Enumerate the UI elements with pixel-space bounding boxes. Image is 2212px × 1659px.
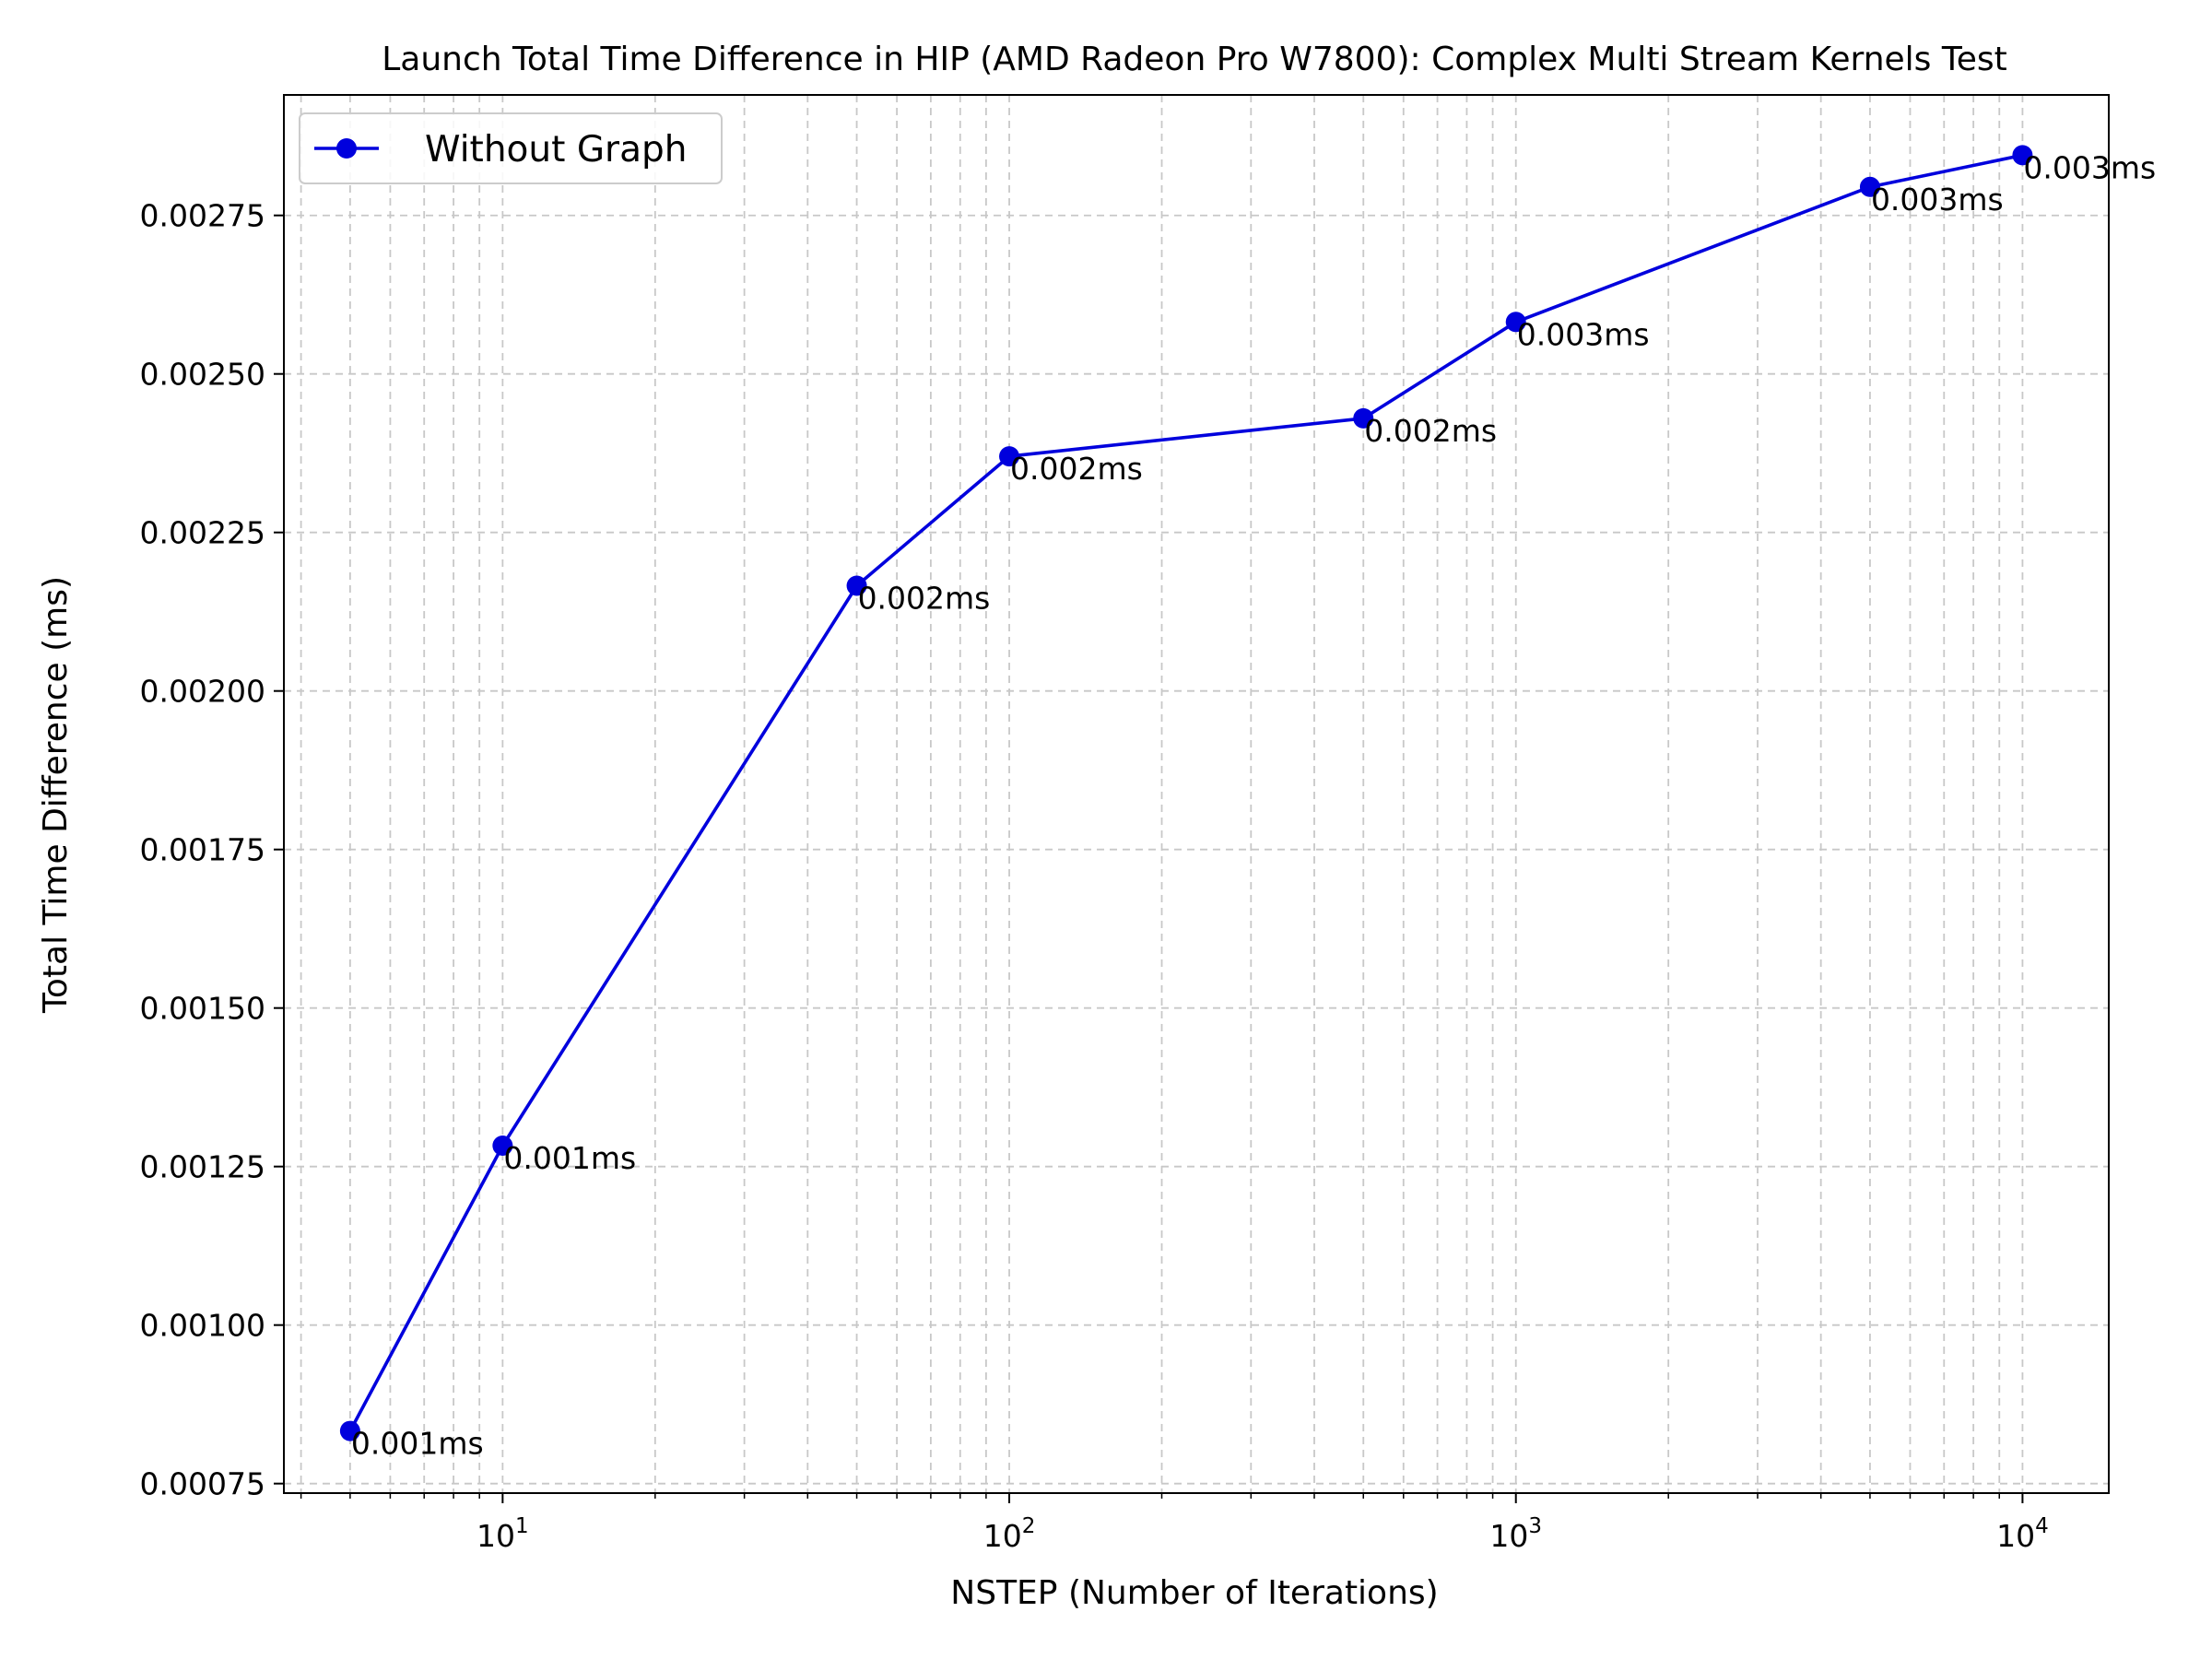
y-tick-label: 0.00225	[140, 515, 265, 551]
y-tick-label: 0.00200	[140, 674, 265, 710]
data-label: 0.002ms	[1364, 413, 1497, 449]
y-tick-label: 0.00175	[140, 832, 265, 868]
x-tick-label: 101	[477, 1514, 529, 1554]
data-point	[1505, 312, 1526, 333]
y-tick-label: 0.00100	[140, 1308, 265, 1344]
data-label: 0.002ms	[858, 580, 991, 616]
chart-title: Launch Total Time Difference in HIP (AMD…	[382, 41, 2007, 78]
data-point	[1353, 407, 1374, 429]
y-tick-label: 0.00075	[140, 1466, 265, 1502]
grid	[284, 95, 2109, 1493]
legend-marker	[336, 138, 357, 159]
y-axis-label: Total Time Difference (ms)	[37, 576, 75, 1014]
data-label: 0.001ms	[351, 1426, 484, 1462]
x-tick-label: 104	[1996, 1514, 2049, 1554]
series-line	[348, 153, 2023, 1432]
data-point	[846, 575, 867, 596]
data-label: 0.003ms	[1871, 182, 2004, 218]
data-point	[2012, 145, 2033, 166]
legend-box	[299, 112, 723, 184]
y-tick-label: 0.00150	[140, 991, 265, 1027]
y-tick-label: 0.00250	[140, 357, 265, 393]
axes: 0.00075 0.00100 0.00125 0.00150 0.00175 0.002…	[140, 94, 2110, 1554]
data-label: 0.003ms	[1517, 316, 1650, 352]
x-axis-label: NSTEP (Number of Iterations)	[950, 1574, 1438, 1612]
y-tick-label: 0.00125	[140, 1149, 265, 1185]
data-label: 0.001ms	[503, 1140, 636, 1176]
data-point	[492, 1135, 513, 1156]
series: 0.001ms 0.001ms 0.002ms 0.002ms 0.002ms 0.003…	[339, 145, 2156, 1462]
y-tick-label: 0.00275	[140, 198, 265, 234]
legend-label: Without Graph	[425, 129, 687, 171]
data-point	[1859, 176, 1880, 197]
data-label: 0.002ms	[1010, 451, 1143, 487]
plot-frame	[283, 94, 2110, 1494]
x-tick-label: 102	[983, 1514, 1036, 1554]
data-point	[999, 446, 1020, 467]
x-tick-label: 103	[1489, 1514, 1542, 1554]
data-point	[339, 1420, 360, 1441]
data-label: 0.003ms	[2023, 149, 2156, 185]
legend: Without Graph	[299, 112, 723, 184]
